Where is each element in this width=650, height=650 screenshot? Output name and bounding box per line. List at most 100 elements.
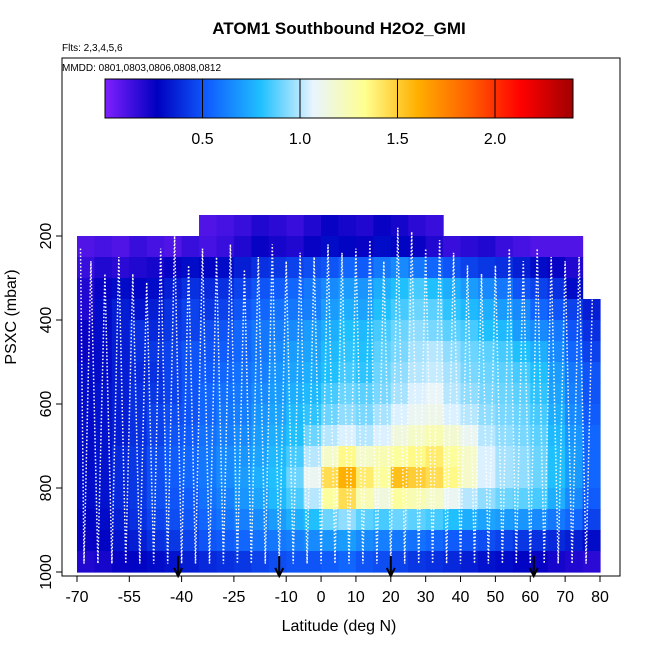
heatmap-cell	[216, 509, 235, 531]
heatmap-cell	[547, 530, 566, 552]
heatmap-cell	[338, 236, 357, 258]
heatmap-cell	[443, 509, 462, 531]
heatmap-cell	[181, 446, 200, 468]
heatmap-cell	[547, 446, 566, 468]
heatmap-cell	[164, 383, 183, 405]
heatmap-cell	[582, 341, 601, 363]
heatmap-cell	[477, 383, 496, 405]
heatmap-cell	[495, 362, 514, 384]
heatmap-cell	[303, 320, 322, 342]
heatmap-cell	[582, 467, 601, 489]
heatmap-cell	[286, 341, 305, 363]
heatmap-cell	[199, 383, 218, 405]
heatmap-cell	[425, 215, 444, 237]
heatmap-cell	[164, 278, 183, 300]
heatmap-cell	[373, 257, 392, 279]
heatmap-cell	[233, 236, 252, 258]
heatmap-cell	[530, 509, 549, 531]
heatmap-cell	[565, 320, 584, 342]
heatmap-cell	[355, 509, 374, 531]
heatmap-cell	[303, 509, 322, 531]
heatmap-cell	[355, 236, 374, 258]
heatmap-cell	[199, 446, 218, 468]
heatmap-cell	[146, 446, 165, 468]
heatmap-cell	[495, 404, 514, 426]
heatmap-cell	[111, 404, 130, 426]
heatmap-cell	[321, 530, 340, 552]
heatmap-cell	[216, 341, 235, 363]
heatmap-cell	[286, 257, 305, 279]
heatmap-cell	[77, 383, 96, 405]
heatmap-cell	[477, 425, 496, 447]
heatmap-cell	[547, 383, 566, 405]
heatmap-cell	[390, 257, 409, 279]
heatmap-cell	[321, 236, 340, 258]
heatmap-cell	[233, 257, 252, 279]
heatmap-cell	[477, 404, 496, 426]
x-tick-label: 20	[382, 589, 400, 606]
heatmap-cell	[530, 488, 549, 510]
heatmap-cell	[582, 425, 601, 447]
heatmap-cell	[338, 362, 357, 384]
heatmap-cell	[512, 467, 531, 489]
heatmap-cell	[565, 530, 584, 552]
heatmap-cell	[129, 383, 148, 405]
heatmap-cell	[495, 299, 514, 321]
heatmap-cell	[425, 551, 444, 573]
heatmap-cell	[77, 509, 96, 531]
heatmap-cell	[355, 467, 374, 489]
heatmap-cell	[425, 404, 444, 426]
heatmap-cell	[233, 215, 252, 237]
heatmap-cell	[216, 236, 235, 258]
heatmap-cell	[582, 299, 601, 321]
heatmap-cell	[164, 425, 183, 447]
heatmap-cell	[146, 509, 165, 531]
heatmap-cell	[199, 488, 218, 510]
heatmap-cell	[355, 341, 374, 363]
heatmap-cell	[321, 467, 340, 489]
heatmap-cell	[477, 509, 496, 531]
heatmap-cell	[146, 299, 165, 321]
heatmap-cell	[512, 362, 531, 384]
heatmap-cell	[408, 257, 427, 279]
heatmap-cell	[355, 530, 374, 552]
heatmap-cell	[303, 299, 322, 321]
heatmap-cell	[373, 551, 392, 573]
heatmap-cell	[216, 467, 235, 489]
heatmap-cell	[582, 362, 601, 384]
heatmap-cell	[565, 341, 584, 363]
heatmap-cell	[303, 362, 322, 384]
heatmap-cell	[251, 278, 270, 300]
heatmap-cell	[355, 446, 374, 468]
heatmap-cell	[233, 530, 252, 552]
heatmap-cell	[512, 530, 531, 552]
colorbar-tick-label: 1.0	[289, 131, 311, 148]
heatmap-cell	[94, 488, 113, 510]
heatmap-cell	[199, 299, 218, 321]
heatmap-cell	[111, 446, 130, 468]
heatmap-cell	[425, 509, 444, 531]
heatmap-cell	[460, 425, 479, 447]
heatmap-cell	[443, 488, 462, 510]
heatmap-cell	[181, 488, 200, 510]
heatmap-cell	[565, 278, 584, 300]
plot-frame	[61, 57, 621, 577]
heatmap-cell	[530, 404, 549, 426]
heatmap-cell	[408, 236, 427, 258]
x-tick-label: 40	[452, 589, 470, 606]
heatmap-cell	[77, 530, 96, 552]
heatmap-cell	[373, 320, 392, 342]
heatmap-cell	[199, 425, 218, 447]
colorbar	[104, 78, 574, 119]
heatmap-cell	[460, 257, 479, 279]
heatmap-cell	[477, 530, 496, 552]
heatmap-cell	[216, 215, 235, 237]
heatmap-cell	[286, 488, 305, 510]
x-tick-label: 50	[487, 589, 505, 606]
heatmap-cell	[94, 383, 113, 405]
heatmap-cell	[443, 236, 462, 258]
y-axis-label: PSXC (mbar)	[3, 269, 20, 364]
heatmap-cell	[129, 551, 148, 573]
heatmap-cell	[373, 509, 392, 531]
